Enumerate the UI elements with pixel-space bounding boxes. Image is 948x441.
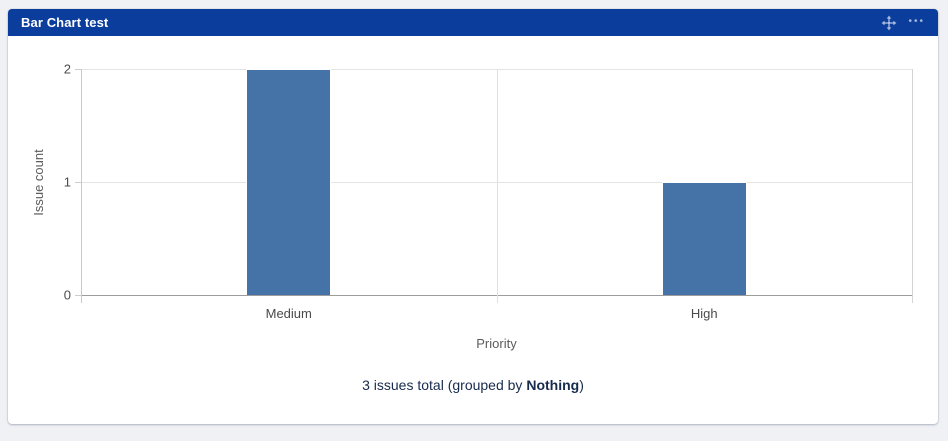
gadget-title: Bar Chart test — [21, 15, 109, 30]
bar-medium[interactable] — [246, 69, 331, 295]
plot-area: 0 1 2 Medium High — [64, 62, 913, 321]
footer-prefix: 3 issues total (grouped by — [362, 377, 527, 393]
y-axis-title-wrap: Issue count — [26, 69, 50, 295]
footer-grouped-by: Nothing — [526, 377, 580, 393]
plot-right-border — [912, 69, 913, 303]
bar-chart-gadget: Bar Chart test ••• Issue count 0 1 2 Medium… — [8, 9, 938, 424]
y-gridline — [81, 69, 912, 70]
gadget-header[interactable]: Bar Chart test ••• — [8, 9, 938, 36]
footer-summary: 3 issues total (grouped by Nothing) — [8, 377, 938, 393]
gadget-header-icons: ••• — [881, 15, 925, 31]
x-axis-line — [81, 295, 912, 296]
footer-suffix: ) — [579, 377, 584, 393]
y-tick-mark — [75, 69, 81, 70]
x-axis-title: Priority — [476, 336, 517, 351]
x-category-label: High — [690, 306, 718, 321]
category-separator-line — [497, 69, 498, 303]
y-axis-title: Issue count — [30, 148, 46, 216]
y-tick-label: 2 — [63, 61, 71, 77]
x-category-label: Medium — [265, 306, 312, 321]
move-icon[interactable] — [881, 15, 897, 31]
y-tick-mark — [75, 295, 81, 296]
y-tick-label: 0 — [63, 287, 71, 303]
y-tick-mark — [75, 182, 81, 183]
more-icon[interactable]: ••• — [908, 15, 925, 27]
y-gridline — [81, 182, 912, 183]
y-axis-line — [81, 69, 82, 303]
y-tick-label: 1 — [63, 174, 71, 190]
bar-high[interactable] — [662, 182, 747, 295]
